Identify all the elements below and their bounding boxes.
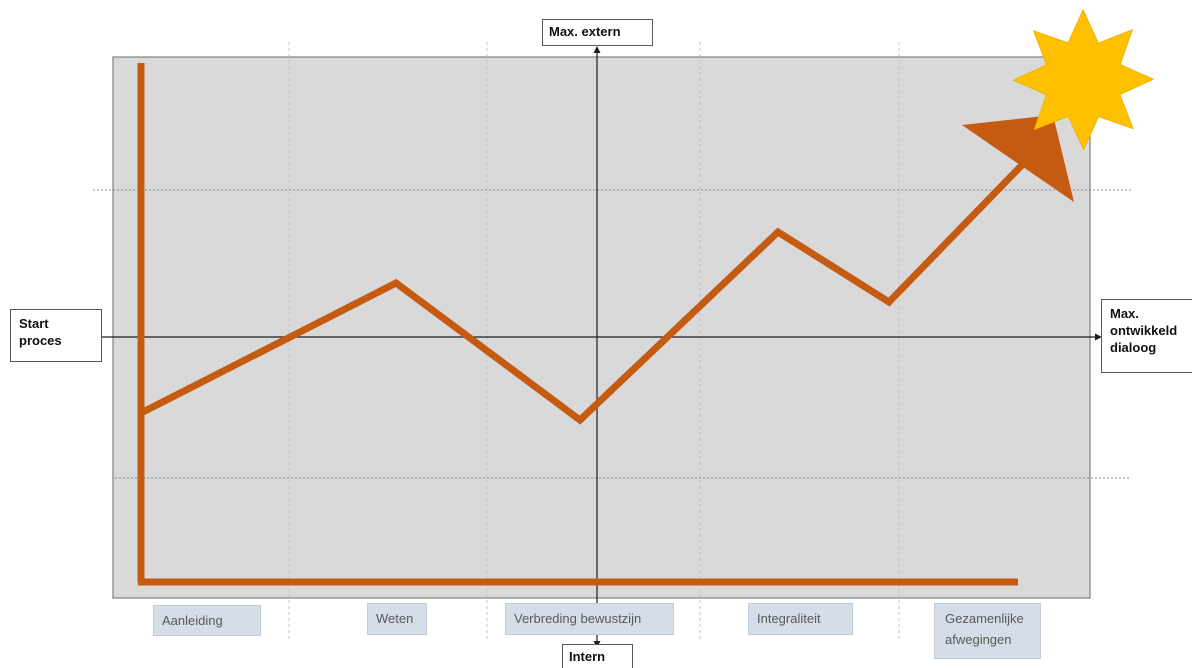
horizontal-guides — [93, 189, 1133, 479]
axis-label-left: Start proces — [10, 309, 102, 362]
phase-label: Weten — [376, 611, 414, 626]
axis-label-right: Max. ontwikkeld dialoog — [1101, 299, 1192, 373]
phase-label: Aanleiding — [162, 612, 223, 628]
phase-label: Gezamenlijke afwegingen — [945, 611, 1024, 647]
diagram-panel — [112, 56, 1091, 599]
phase-box-integraliteit: Integraliteit — [748, 603, 853, 635]
phase-box-gezamenlijke-afwegingen: Gezamenlijke afwegingen — [934, 603, 1041, 659]
progress-path — [139, 162, 1025, 425]
phase-label: Integraliteit — [757, 611, 821, 626]
axis-arrow-up-icon — [593, 46, 601, 53]
axis-label-top: Max. extern — [542, 19, 653, 46]
axis-label-bottom: Intern — [562, 644, 633, 668]
phase-separators — [288, 42, 900, 640]
axis-arrow-right-icon — [1095, 333, 1102, 341]
arrow-head-icon — [962, 115, 1074, 202]
phase-box-aanleiding: Aanleiding — [153, 605, 261, 636]
sun-burst-icon — [1012, 8, 1155, 151]
phase-box-weten: Weten — [367, 603, 427, 635]
phase-label: Verbreding bewustzijn — [514, 611, 642, 626]
phase-box-verbreding-bewustzijn: Verbreding bewustzijn — [505, 603, 674, 635]
orange-frame — [137, 63, 1018, 586]
